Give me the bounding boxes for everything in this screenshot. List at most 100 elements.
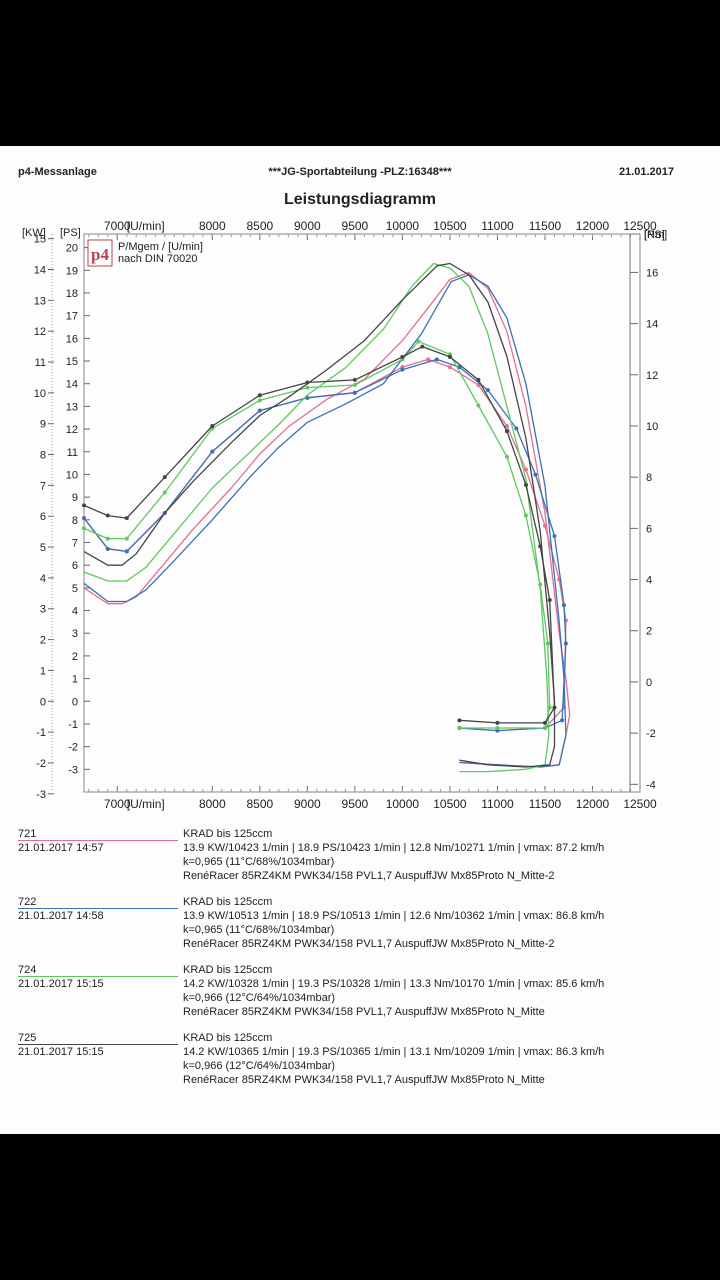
ps-tick-label: 11 xyxy=(67,447,78,459)
run-class: KRAD bis 125ccm xyxy=(183,1032,273,1044)
kw-tick-label: 8 xyxy=(40,450,46,462)
x-tick-label-bottom: 8000 xyxy=(199,797,226,811)
run-results: 13.9 KW/10513 1/min | 18.9 PS/10513 1/mi… xyxy=(183,910,605,922)
run-correction: k=0,965 (11°C/68%/1034mbar) xyxy=(183,856,335,868)
torque-point-724 xyxy=(416,339,421,344)
ps-tick-label: 17 xyxy=(66,311,78,323)
torque-point-725 xyxy=(400,354,405,359)
x-tick-label-top: 12000 xyxy=(576,219,610,233)
run-list: 721 21.01.2017 14:57 KRAD bis 125ccm 13.9 K… xyxy=(0,828,720,1100)
torque-point-722 xyxy=(210,449,215,454)
run-class: KRAD bis 125ccm xyxy=(183,828,273,840)
run-correction: k=0,965 (11°C/68%/1034mbar) xyxy=(183,924,335,936)
run-setup: RenéRacer 85RZ4KM PWK34/158 PVL1,7 Auspu… xyxy=(183,1006,545,1018)
x-tick-label-top: 11500 xyxy=(529,219,562,233)
kw-tick-label: 0 xyxy=(40,696,46,708)
x-tick-label-bottom: 11000 xyxy=(481,797,514,811)
torque-point-725 xyxy=(210,423,215,428)
kw-tick-label: 9 xyxy=(40,419,46,431)
x-tick-label-bottom: 8500 xyxy=(246,797,273,811)
torque-point-724 xyxy=(495,726,500,731)
ps-tick-label: -1 xyxy=(68,719,78,731)
x-tick-label-top: 10500 xyxy=(433,219,467,233)
run-setup: RenéRacer 85RZ4KM PWK34/158 PVL1,7 Auspu… xyxy=(183,1074,545,1086)
kw-tick-label: 15 xyxy=(34,234,46,246)
torque-point-722 xyxy=(257,408,262,413)
chart-title: Leistungsdiagramm xyxy=(283,191,437,208)
ps-tick-label: 7 xyxy=(72,537,78,549)
torque-point-722 xyxy=(533,472,538,477)
header-date: 21.01.2017 xyxy=(618,166,674,178)
kw-axis-label: [KW] xyxy=(22,227,46,239)
run-date: 21.01.2017 15:15 xyxy=(18,1046,104,1058)
torque-point-724 xyxy=(352,383,357,388)
run-entry: 721 21.01.2017 14:57 KRAD bis 125ccm 13.9 K… xyxy=(0,828,720,896)
x-tick-label-bottom: 12500 xyxy=(623,797,657,811)
torque-point-722 xyxy=(352,390,357,395)
ps-tick-label: 14 xyxy=(66,379,78,391)
nm-tick-label: 4 xyxy=(646,575,652,587)
kw-tick-label: 6 xyxy=(40,511,46,523)
torque-point-722 xyxy=(124,549,129,554)
ps-tick-label: 19 xyxy=(66,265,78,277)
torque-point-725 xyxy=(504,429,509,434)
nm-tick-label: 0 xyxy=(646,677,652,689)
kw-tick-label: -3 xyxy=(36,789,46,801)
kw-tick-label: 10 xyxy=(34,388,46,400)
torque-point-722 xyxy=(552,534,557,539)
x-tick-label-bottom: 10000 xyxy=(386,797,420,811)
torque-point-721 xyxy=(447,365,452,370)
run-setup: RenéRacer 85RZ4KM PWK34/158 PVL1,7 Auspu… xyxy=(183,938,555,950)
torque-point-721 xyxy=(426,357,431,362)
header-left: p4-Messanlage xyxy=(18,166,97,178)
x-tick-label-top: 11000 xyxy=(481,219,514,233)
ps-tick-label: -3 xyxy=(68,764,78,776)
kw-tick-label: 7 xyxy=(40,480,46,492)
ps-tick-label: 8 xyxy=(72,515,78,527)
kw-tick-label: 14 xyxy=(34,265,46,277)
nm-tick-label: 14 xyxy=(646,319,658,331)
run-date: 21.01.2017 15:15 xyxy=(18,978,104,990)
x-tick-label-bottom: 10500 xyxy=(433,797,467,811)
torque-point-721 xyxy=(523,467,528,472)
torque-point-725 xyxy=(162,475,167,480)
run-correction: k=0,966 (12°C/64%/1034mbar) xyxy=(183,992,336,1004)
ps-tick-label: 4 xyxy=(72,606,78,618)
run-date: 21.01.2017 14:58 xyxy=(18,910,104,922)
kw-tick-label: 2 xyxy=(40,635,46,647)
run-date: 21.01.2017 14:57 xyxy=(18,842,104,854)
torque-point-724 xyxy=(542,726,547,731)
torque-point-725 xyxy=(476,377,481,382)
plot-frame xyxy=(83,233,641,793)
torque-point-722 xyxy=(434,357,439,362)
nm-tick-label: 2 xyxy=(646,626,652,638)
torque-point-721 xyxy=(504,423,509,428)
torque-point-724 xyxy=(124,536,129,541)
torque-curve-724 xyxy=(83,340,551,729)
nm-axis-label: [Nm] xyxy=(644,229,667,241)
torque-point-725 xyxy=(257,393,262,398)
run-results: 14.2 KW/10365 1/min | 19.3 PS/10365 1/mi… xyxy=(183,1046,605,1058)
ps-tick-label: 15 xyxy=(66,356,78,368)
power-curve-725 xyxy=(83,262,556,768)
ps-tick-label: 10 xyxy=(66,469,78,481)
x-tick-label-top: 8000 xyxy=(199,219,226,233)
torque-point-725 xyxy=(352,377,357,382)
legend-line-1: P/Mgem / [U/min] xyxy=(118,241,203,253)
torque-point-725 xyxy=(305,380,310,385)
ps-axis-label: [PS] xyxy=(60,227,81,239)
torque-point-724 xyxy=(476,403,481,408)
torque-point-725 xyxy=(124,516,129,521)
torque-point-725 xyxy=(542,720,547,725)
ps-tick-label: 9 xyxy=(72,492,78,504)
power-curve-722 xyxy=(83,274,567,768)
x-tick-label-top: 9500 xyxy=(342,219,369,233)
torque-point-725 xyxy=(447,354,452,359)
torque-curve-722 xyxy=(83,358,567,732)
ps-tick-label: 5 xyxy=(72,583,78,595)
torque-point-722 xyxy=(400,367,405,372)
ps-tick-label: 16 xyxy=(66,333,78,345)
torque-point-722 xyxy=(514,426,519,431)
torque-point-725 xyxy=(495,720,500,725)
ps-tick-label: -2 xyxy=(68,742,78,754)
